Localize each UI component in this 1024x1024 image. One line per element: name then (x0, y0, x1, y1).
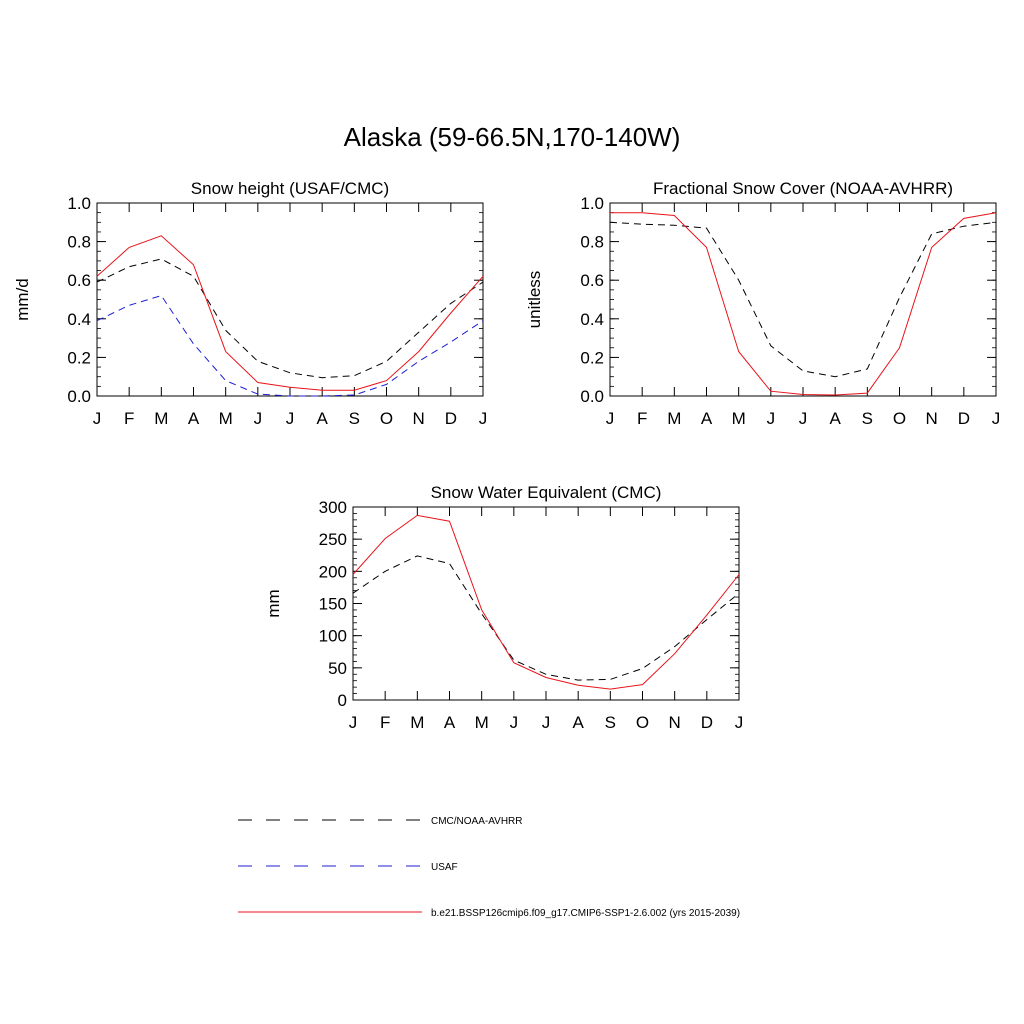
x-tick-label: M (667, 409, 681, 428)
x-tick-label: D (445, 409, 457, 428)
figure-title: Alaska (59-66.5N,170-140W) (343, 122, 681, 152)
series-line-cmc-noaa-avhrr (96, 258, 484, 379)
y-tick-label: 200 (319, 562, 347, 581)
x-tick-label: A (444, 713, 456, 732)
series-line-model (610, 212, 997, 396)
x-tick-label: M (475, 713, 489, 732)
x-tick-label: S (349, 409, 360, 428)
y-tick-label: 0.8 (67, 233, 91, 252)
x-tick-label: A (188, 409, 200, 428)
x-tick-label: A (572, 713, 584, 732)
x-tick-label: J (510, 713, 519, 732)
y-tick-label: 150 (319, 595, 347, 614)
x-tick-label: O (893, 409, 906, 428)
x-tick-label: D (701, 713, 713, 732)
x-tick-label: M (219, 409, 233, 428)
x-tick-label: J (479, 409, 488, 428)
series-line-cmc-noaa-avhrr (352, 555, 740, 681)
y-tick-label: 0.6 (67, 271, 91, 290)
y-tick-label: 0.2 (580, 348, 604, 367)
legend-label: CMC/NOAA-AVHRR (431, 816, 522, 827)
x-tick-label: J (735, 713, 744, 732)
y-tick-label: 0.4 (580, 310, 604, 329)
y-tick-label: 100 (319, 627, 347, 646)
y-tick-label: 0.2 (67, 348, 91, 367)
series-line-usaf (96, 295, 484, 397)
x-tick-label: J (286, 409, 295, 428)
panel-title: Fractional Snow Cover (NOAA-AVHRR) (653, 179, 953, 198)
x-tick-label: J (254, 409, 263, 428)
x-tick-label: M (732, 409, 746, 428)
x-tick-label: S (605, 713, 616, 732)
x-tick-label: J (799, 409, 808, 428)
plot-frame (96, 202, 484, 397)
panel-title: Snow Water Equivalent (CMC) (431, 483, 662, 502)
y-tick-label: 300 (319, 498, 347, 517)
x-tick-label: D (958, 409, 970, 428)
x-tick-label: N (926, 409, 938, 428)
y-tick-label: 0.0 (67, 387, 91, 406)
series-line-model (96, 235, 484, 391)
y-tick-label: 0.6 (580, 271, 604, 290)
x-tick-label: A (701, 409, 713, 428)
series-line-cmc-noaa-avhrr (609, 221, 997, 378)
x-tick-label: J (767, 409, 776, 428)
x-tick-label: O (636, 713, 649, 732)
legend: CMC/NOAA-AVHRR USAF b.e21.BSSP126cmip6.f09… (238, 816, 740, 919)
x-tick-label: S (862, 409, 873, 428)
y-tick-label: 50 (328, 659, 347, 678)
y-tick-label: 0 (338, 691, 347, 710)
x-tick-label: A (829, 409, 841, 428)
x-tick-label: J (606, 409, 615, 428)
y-axis-label: mm (264, 589, 283, 617)
x-tick-label: J (93, 409, 102, 428)
y-tick-label: 0.8 (580, 233, 604, 252)
panel-snow-height: Snow height (USAF/CMC) mm/d 0.0 0.2 0.4 0.6 0.… (13, 179, 487, 428)
y-tick-label: 250 (319, 530, 347, 549)
y-tick-label: 0.0 (580, 387, 604, 406)
y-tick-label: 0.4 (67, 310, 91, 329)
y-axis-label: mm/d (13, 278, 32, 321)
y-tick-label: 1.0 (580, 194, 604, 213)
x-tick-label: J (992, 409, 1001, 428)
x-tick-label: J (349, 713, 358, 732)
legend-label: b.e21.BSSP126cmip6.f09_g17.CMIP6-SSP1-2.… (431, 908, 740, 919)
panel-fractional-snow-cover: Fractional Snow Cover (NOAA-AVHRR) unitle… (525, 179, 1000, 428)
y-tick-label: 1.0 (67, 194, 91, 213)
x-tick-label: J (542, 713, 551, 732)
panel-snow-water-equivalent: Snow Water Equivalent (CMC) mm 0 50 100 150 20… (264, 483, 743, 732)
x-tick-label: F (637, 409, 647, 428)
x-tick-label: M (410, 713, 424, 732)
y-axis-label: unitless (525, 271, 544, 329)
x-tick-label: N (413, 409, 425, 428)
x-tick-label: F (380, 713, 390, 732)
plot-frame (352, 506, 740, 701)
x-tick-label: O (380, 409, 393, 428)
x-tick-label: M (154, 409, 168, 428)
legend-label: USAF (431, 862, 458, 873)
x-tick-label: A (316, 409, 328, 428)
panel-title: Snow height (USAF/CMC) (191, 179, 389, 198)
x-tick-label: F (124, 409, 134, 428)
x-tick-label: N (669, 713, 681, 732)
series-line-model (352, 514, 740, 690)
